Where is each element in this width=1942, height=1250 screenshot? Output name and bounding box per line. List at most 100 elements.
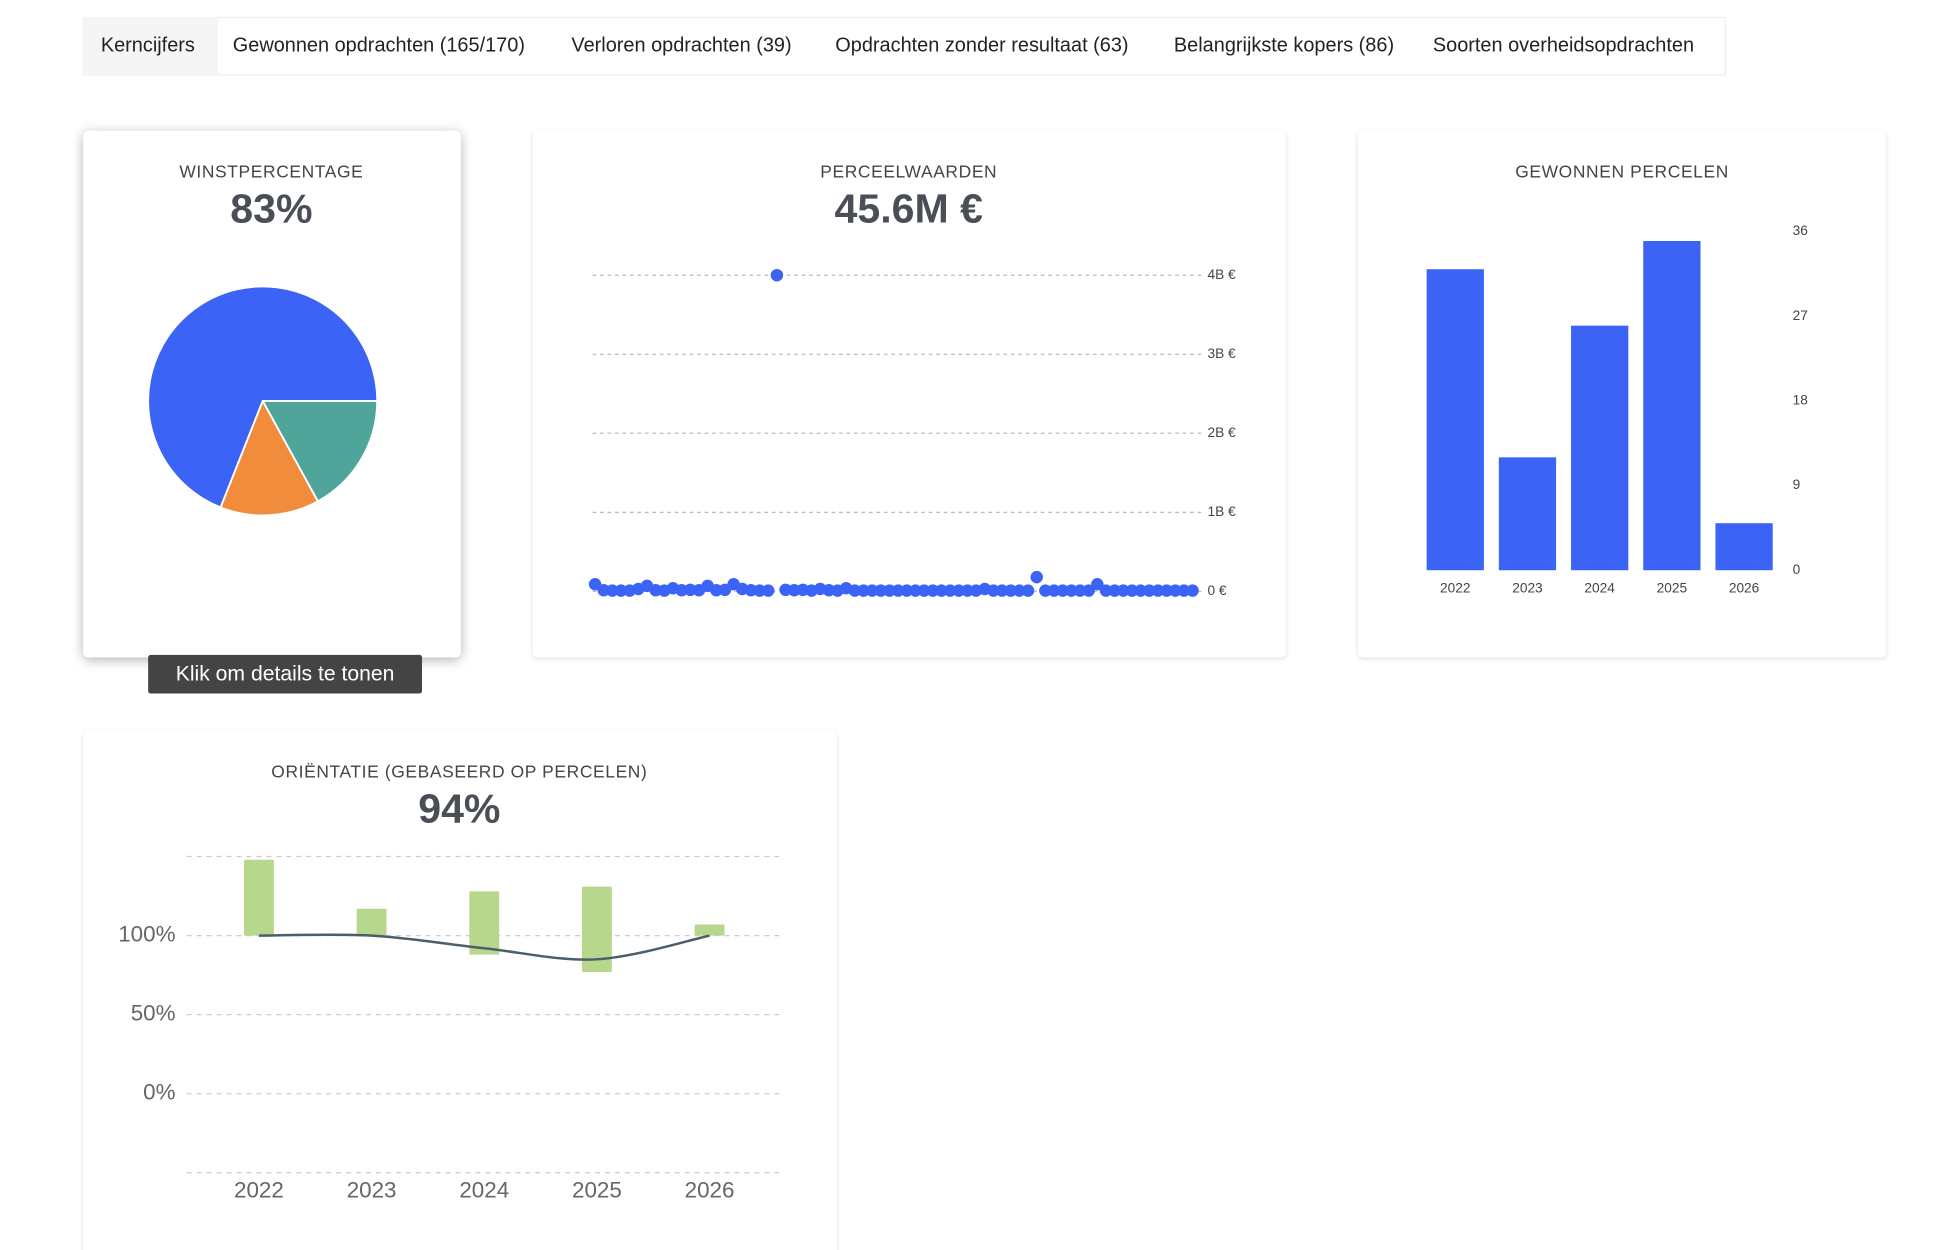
point [1108,584,1121,597]
card-title: WINSTPERCENTAGE [179,162,363,182]
point [1186,584,1199,597]
x-tick-label: 2026 [685,1177,735,1202]
tab[interactable]: Kerncijfers [101,34,195,56]
point [1134,584,1147,597]
headline: 83% [230,186,312,232]
x-tick-label: 2024 [1584,581,1615,596]
point [1177,584,1191,597]
card[interactable] [532,130,1286,658]
point [1082,584,1095,597]
point [926,584,940,597]
y-tick-label: 100% [118,922,175,947]
tooltip [148,654,423,694]
active-tab[interactable] [83,17,218,75]
point [900,584,914,597]
y-tick-label: 3B € [1208,346,1237,361]
bar [469,891,500,955]
bar [1571,325,1629,571]
pie-slice [219,398,320,517]
y-tick-label: 0 € [1208,583,1227,598]
pie-slice [147,285,379,509]
bar [581,886,612,972]
y-tick-label: 1B € [1208,504,1237,519]
point [606,584,619,597]
point [1056,584,1069,597]
tab[interactable]: Verloren opdrachten (39) [571,34,791,56]
x-tick-label: 2025 [572,1177,622,1202]
bar [356,908,387,936]
headline: 94% [418,786,500,832]
bar [1715,523,1773,571]
bar [243,859,274,936]
y-tick-label: 4B € [1208,267,1237,282]
tab[interactable]: Opdrachten zonder resultaat (63) [835,34,1128,56]
pie-slice [261,399,379,503]
bar [1643,241,1701,571]
point [943,584,957,597]
point [935,584,948,597]
point [1160,584,1173,597]
bar [1498,457,1557,571]
point [883,584,896,597]
x-tick-label: 2026 [1729,581,1760,596]
y-tick-label: 50% [131,1001,176,1026]
y-tick-label: 18 [1793,393,1809,408]
tooltip-text: Klik om details te tonen [176,662,395,685]
point [1125,584,1139,597]
point [1047,584,1061,597]
point [770,268,784,282]
point [909,584,922,597]
y-tick-label: 2B € [1208,425,1237,440]
point [1030,570,1043,584]
point [1117,584,1130,597]
point [1013,584,1026,597]
x-tick-label: 2024 [459,1177,509,1202]
point [1091,578,1104,591]
x-tick-label: 2025 [1657,581,1688,596]
point [1039,584,1052,597]
tab[interactable]: Soorten overheidsopdrachten [1433,34,1694,56]
y-tick-label: 27 [1793,308,1808,323]
tab[interactable]: Gewonnen opdrachten (165/170) [233,34,525,56]
point [987,584,1000,597]
line [258,933,710,961]
card-title: GEWONNEN PERCELEN [1515,162,1729,182]
point [1065,584,1078,597]
x-tick-label: 2022 [234,1177,284,1202]
y-tick-label: 0 [1793,562,1801,577]
point [1021,584,1035,597]
bar [1426,269,1484,571]
y-tick-label: 9 [1793,477,1801,492]
point [865,584,879,597]
card-title: PERCEELWAARDEN [820,162,997,182]
bar [694,924,725,936]
x-tick-label: 2023 [347,1177,397,1202]
headline: 45.6M € [835,186,984,232]
point [614,584,628,597]
x-tick-label: 2022 [1440,581,1470,596]
point [848,584,862,597]
tab[interactable]: Belangrijkste kopers (86) [1174,34,1394,56]
y-tick-label: 0% [143,1080,175,1105]
tab-bar [82,16,1727,76]
x-tick-label: 2023 [1512,581,1543,596]
point [874,584,888,597]
point [917,584,931,597]
point [857,584,870,597]
y-tick-label: 36 [1793,223,1809,238]
point [1169,584,1182,597]
point [995,584,1009,597]
point [961,584,974,597]
point [1073,584,1087,597]
point [753,584,766,597]
point [952,584,965,597]
point [762,584,775,597]
point [891,584,905,597]
point [1143,584,1156,597]
point [1099,584,1113,597]
point [1004,584,1017,597]
card-title: ORIËNTATIE (GEBASEERD OP PERCELEN) [271,762,647,782]
point [1151,584,1165,597]
